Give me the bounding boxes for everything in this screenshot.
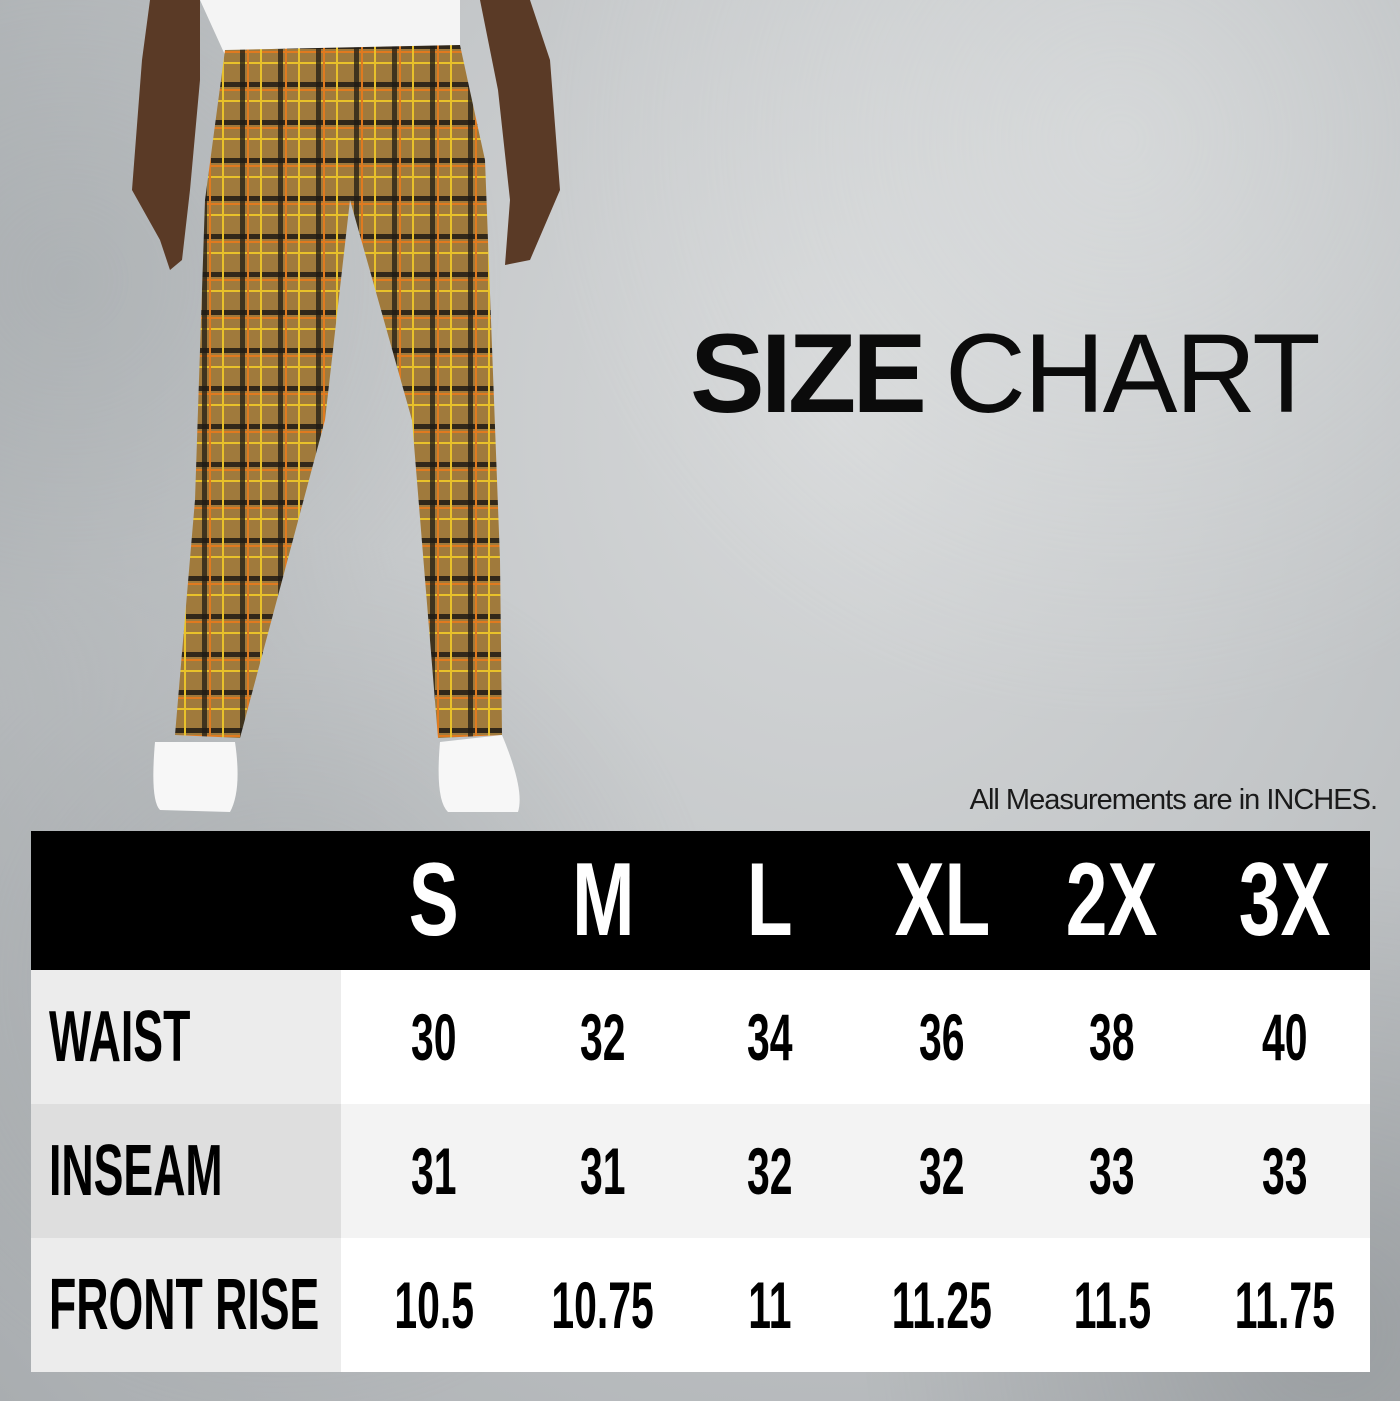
size-label: S [409, 842, 459, 958]
size-header-l: L [690, 831, 850, 970]
size-label: 2X [1066, 842, 1158, 958]
table-row-waist: WAIST 30 32 34 36 38 40 [31, 970, 1370, 1104]
value-cell: 11.75 [1205, 1238, 1365, 1372]
size-chart-table: S M L XL 2X 3X WAIST 30 32 34 36 38 40 INSEAM 31 31 32 3… [31, 831, 1370, 1372]
size-header-s: S [354, 831, 514, 970]
value-cell: 11.25 [862, 1238, 1022, 1372]
measurement-value: 33 [1262, 1134, 1308, 1208]
size-header-3x: 3X [1205, 831, 1365, 970]
value-cell: 33 [1205, 1104, 1365, 1238]
measurement-value: 40 [1262, 1000, 1308, 1074]
row-label-cell [31, 1104, 341, 1238]
measurement-value: 32 [747, 1134, 793, 1208]
table-row-inseam: INSEAM 31 31 32 32 33 33 [31, 1104, 1370, 1238]
measurement-value: 11.5 [1073, 1268, 1151, 1342]
value-cell: 11.5 [1032, 1238, 1192, 1372]
measurement-value: 38 [1089, 1000, 1135, 1074]
row-label-cell [31, 1238, 341, 1372]
row-label: FRONT RISE [49, 1265, 320, 1345]
title-regular: CHART [944, 311, 1321, 436]
value-cell: 40 [1205, 970, 1365, 1104]
size-label: XL [894, 842, 990, 958]
size-label: M [571, 842, 635, 958]
row-label: INSEAM [49, 1131, 223, 1211]
table-row-front-rise: FRONT RISE 10.5 10.75 11 11.25 11.5 11.75 [31, 1238, 1370, 1372]
size-header-2x: 2X [1032, 831, 1192, 970]
value-cell: 33 [1032, 1104, 1192, 1238]
measurement-value: 10.5 [394, 1268, 474, 1342]
measurement-value: 31 [580, 1134, 626, 1208]
value-cell: 34 [690, 970, 850, 1104]
title-bold: SIZE [690, 311, 927, 436]
row-label-wrap: FRONT RISE [49, 1238, 485, 1372]
value-cell: 32 [523, 970, 683, 1104]
measurement-value: 34 [747, 1000, 793, 1074]
measurement-value: 33 [1089, 1134, 1135, 1208]
value-cell: 36 [862, 970, 1022, 1104]
measurement-value: 30 [411, 1000, 457, 1074]
measurement-value: 31 [411, 1134, 457, 1208]
measurement-value: 32 [580, 1000, 626, 1074]
row-label-wrap: INSEAM [49, 1104, 329, 1238]
measurement-value: 11.75 [1234, 1268, 1336, 1342]
measurement-value: 36 [919, 1000, 965, 1074]
value-cell: 11 [690, 1238, 850, 1372]
value-cell: 31 [354, 1104, 514, 1238]
value-cell: 10.75 [523, 1238, 683, 1372]
row-label-cell [31, 970, 341, 1104]
size-label: 3X [1239, 842, 1331, 958]
size-label: L [747, 842, 793, 958]
value-cell: 10.5 [354, 1238, 514, 1372]
size-header-row: S M L XL 2X 3X [31, 831, 1370, 970]
units-note: All Measurements are in INCHES. [969, 784, 1378, 816]
size-header-xl: XL [862, 831, 1022, 970]
size-header-m: M [523, 831, 683, 970]
value-cell: 32 [862, 1104, 1022, 1238]
measurement-value: 32 [919, 1134, 965, 1208]
value-cell: 32 [690, 1104, 850, 1238]
measurement-value: 10.75 [551, 1268, 655, 1342]
row-label-wrap: WAIST [49, 970, 277, 1104]
value-cell: 31 [523, 1104, 683, 1238]
measurement-value: 11 [748, 1268, 792, 1342]
model-photo-plaid-pants [132, 0, 560, 812]
row-label: WAIST [49, 997, 191, 1077]
value-cell: 30 [354, 970, 514, 1104]
value-cell: 38 [1032, 970, 1192, 1104]
page-title: SIZE CHART [690, 318, 1321, 430]
measurement-value: 11.25 [891, 1268, 993, 1342]
